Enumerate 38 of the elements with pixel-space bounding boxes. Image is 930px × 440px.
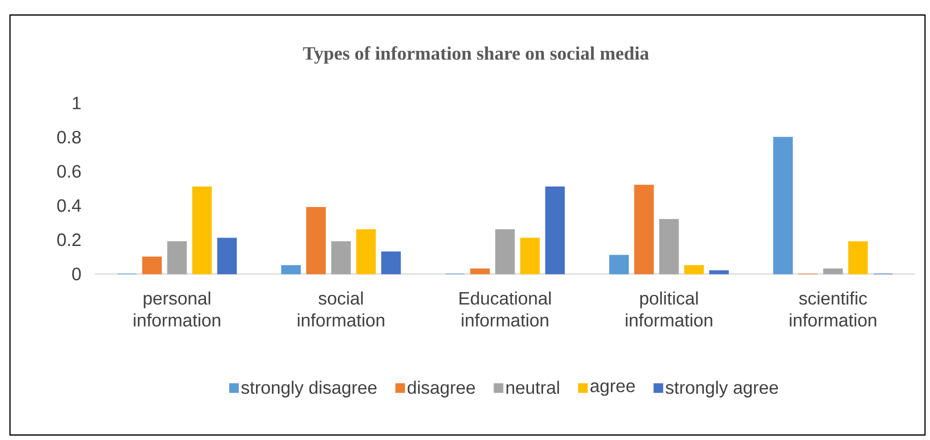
x-tick-label: political information <box>626 292 712 327</box>
bar <box>545 186 565 274</box>
legend-label: disagree <box>408 380 475 398</box>
bar <box>609 254 629 274</box>
x-tick-label: social information <box>298 292 384 327</box>
bar <box>823 268 843 274</box>
x-tick-label: Educational information <box>460 292 551 327</box>
bar <box>281 265 301 274</box>
legend-label: strongly agree <box>666 380 778 398</box>
bar <box>848 241 868 274</box>
bar <box>495 229 515 274</box>
bar <box>306 207 326 274</box>
bar <box>356 229 376 274</box>
y-tick-label: 0 <box>72 268 81 280</box>
bar <box>331 241 351 274</box>
bar <box>520 238 540 274</box>
bar <box>381 251 401 274</box>
bar <box>659 218 679 274</box>
y-tick-label: 0.6 <box>57 165 81 178</box>
bar <box>709 270 729 274</box>
bar <box>167 241 187 274</box>
bar <box>684 265 704 274</box>
y-tick-label: 0.8 <box>57 130 81 144</box>
bar <box>470 268 490 274</box>
x-tick-label: personal information <box>134 292 220 327</box>
y-tick-label: 1 <box>72 96 81 110</box>
x-tick-label: scientific information <box>790 292 876 327</box>
bar <box>634 184 654 274</box>
y-tick-label: 0.2 <box>57 233 81 246</box>
bar <box>142 256 162 274</box>
bar <box>773 136 793 274</box>
bar <box>217 238 237 274</box>
legend-label: neutral <box>506 380 559 394</box>
legend-label: strongly disagree <box>241 380 377 398</box>
bar <box>192 186 212 274</box>
chart-title: Types of information share on social media <box>303 46 649 64</box>
y-tick-label: 0.4 <box>57 199 81 212</box>
legend-label: agree <box>590 382 635 396</box>
